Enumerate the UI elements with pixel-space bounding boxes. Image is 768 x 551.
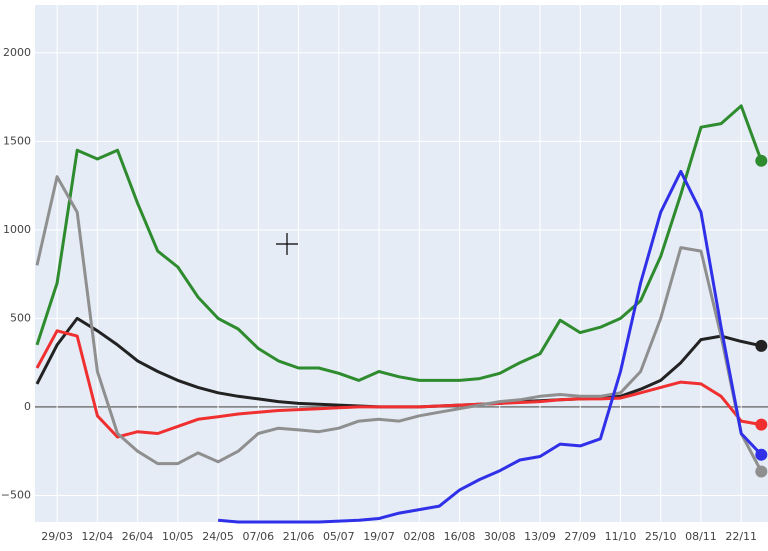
y-tick-label: 1000 xyxy=(3,223,31,236)
x-tick-label: 24/05 xyxy=(202,530,234,543)
x-tick-label: 19/07 xyxy=(363,530,395,543)
x-tick-label: 22/11 xyxy=(725,530,757,543)
y-tick-label: 2000 xyxy=(3,46,31,59)
end-marker xyxy=(755,465,768,478)
y-tick-label: 1500 xyxy=(3,134,31,147)
x-tick-label: 05/07 xyxy=(323,530,355,543)
y-tick-label: −500 xyxy=(1,488,31,501)
x-tick-label: 12/04 xyxy=(82,530,114,543)
y-tick-label: 500 xyxy=(10,311,31,324)
series-line xyxy=(35,104,763,382)
x-tick-label: 29/03 xyxy=(41,530,73,543)
x-tick-label: 16/08 xyxy=(444,530,476,543)
x-tick-label: 08/11 xyxy=(685,530,717,543)
end-marker xyxy=(755,448,768,461)
end-marker xyxy=(755,418,768,431)
series-line xyxy=(217,169,763,524)
grid xyxy=(35,5,768,522)
x-tick-label: 30/08 xyxy=(484,530,516,543)
end-marker xyxy=(755,339,768,352)
cursor xyxy=(276,233,298,255)
y-tick-label: 0 xyxy=(24,400,31,413)
x-tick-label: 27/09 xyxy=(564,530,596,543)
x-tick-label: 13/09 xyxy=(524,530,556,543)
x-tick-label: 25/10 xyxy=(645,530,677,543)
x-tick-label: 02/08 xyxy=(403,530,435,543)
x-tick-label: 10/05 xyxy=(162,530,194,543)
x-tick-label: 26/04 xyxy=(122,530,154,543)
series-line xyxy=(35,329,762,439)
series-line xyxy=(35,175,763,473)
x-tick-label: 11/10 xyxy=(605,530,637,543)
lines xyxy=(35,104,768,524)
x-tick-label: 07/06 xyxy=(242,530,274,543)
end-marker xyxy=(755,154,768,167)
x-tick-label: 21/06 xyxy=(283,530,315,543)
